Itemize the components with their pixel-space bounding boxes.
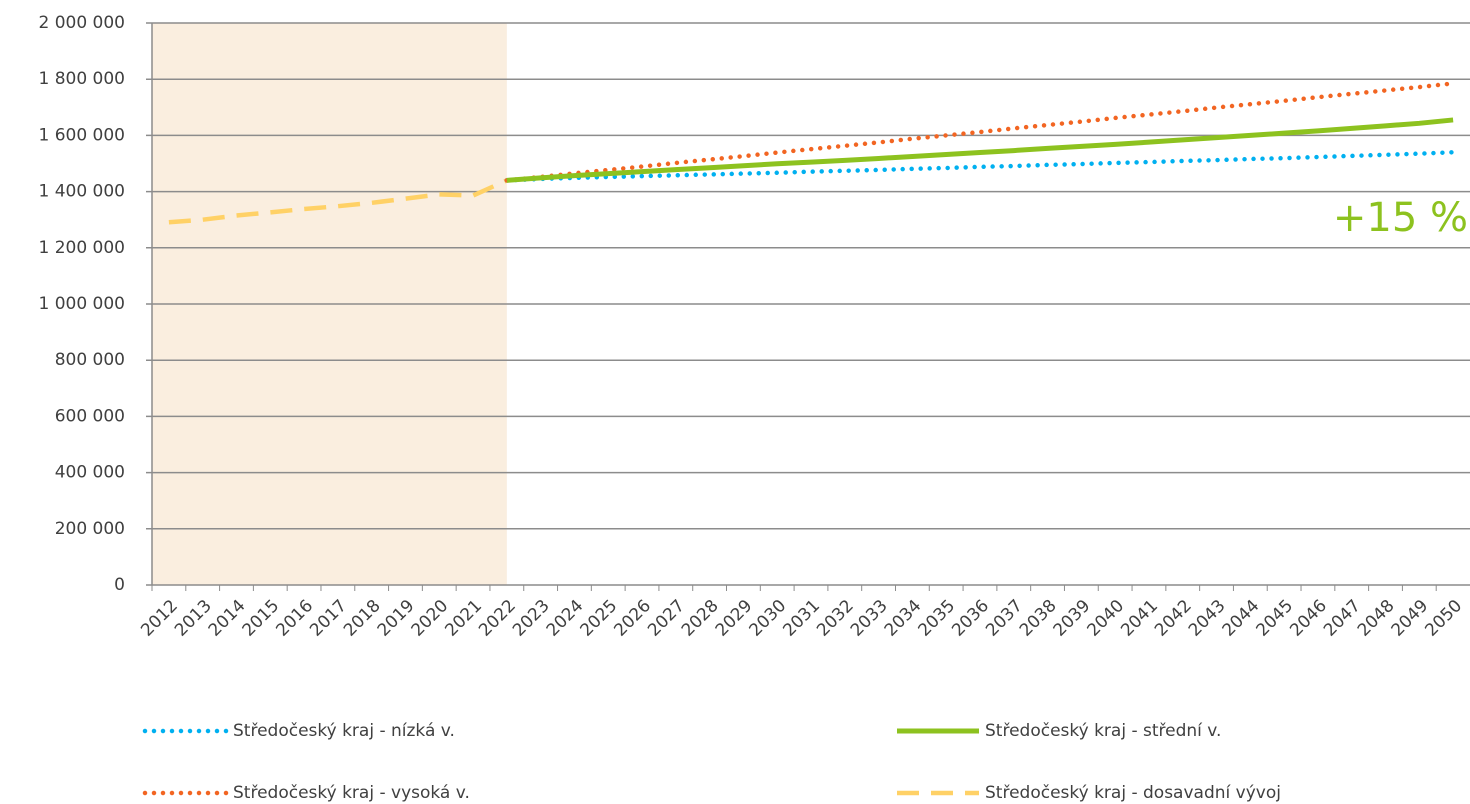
x-tick-label: 2043 [1185, 596, 1230, 641]
x-tick-label: 2044 [1219, 596, 1264, 641]
x-tick-label: 2035 [915, 596, 960, 641]
x-tick-label: 2017 [306, 596, 351, 641]
x-tick-label: 2034 [881, 596, 926, 641]
x-tick-label: 2020 [408, 596, 453, 641]
x-tick-label: 2047 [1320, 596, 1365, 641]
x-tick-label: 2024 [543, 596, 588, 641]
x-tick-label: 2014 [205, 596, 250, 641]
x-tick-label: 2030 [746, 596, 791, 641]
legend-label: Středočeský kraj - vysoká v. [233, 783, 470, 803]
x-tick-label: 2018 [340, 596, 385, 641]
series-line [504, 81, 1456, 183]
x-tick-label: 2041 [1117, 596, 1162, 641]
x-tick-label: 2032 [813, 596, 858, 641]
x-tick-label: 2013 [171, 596, 216, 641]
series-line [506, 117, 1454, 183]
x-tick-label: 2028 [678, 596, 723, 641]
y-tick-label: 200 000 [55, 519, 125, 539]
x-tick-label: 2015 [239, 596, 284, 641]
x-tick-label: 2033 [847, 596, 892, 641]
x-tick-label: 2025 [577, 596, 622, 641]
legend-label: Středočeský kraj - střední v. [985, 721, 1221, 741]
x-tick-label: 2029 [712, 596, 757, 641]
y-tick-label: 1 600 000 [38, 125, 125, 145]
x-tick-label: 2048 [1354, 596, 1399, 641]
x-tick-label: 2050 [1421, 596, 1466, 641]
x-tick-label: 2012 [137, 596, 182, 641]
y-tick-label: 0 [114, 575, 125, 595]
legend-label: Středočeský kraj - dosavadní vývoj [985, 783, 1281, 803]
y-tick-label: 1 800 000 [38, 69, 125, 89]
x-tick-label: 2016 [272, 596, 317, 641]
series-line [168, 178, 508, 225]
x-tick-label: 2019 [374, 596, 419, 641]
y-tick-label: 1 200 000 [38, 238, 125, 258]
x-tick-label: 2042 [1151, 596, 1196, 641]
x-tick-label: 2046 [1286, 596, 1331, 641]
x-tick-label: 2023 [509, 596, 554, 641]
x-tick-label: 2037 [982, 596, 1027, 641]
y-tick-label: 1 400 000 [38, 182, 125, 202]
y-tick-label: 600 000 [55, 406, 125, 426]
y-tick-label: 800 000 [55, 350, 125, 370]
x-tick-label: 2021 [441, 596, 486, 641]
y-tick-label: 1 000 000 [38, 294, 125, 314]
x-tick-label: 2026 [610, 596, 655, 641]
y-tick-label: 2 000 000 [38, 13, 125, 33]
x-tick-label: 2036 [948, 596, 993, 641]
x-tick-label: 2038 [1016, 596, 1061, 641]
x-tick-label: 2022 [475, 596, 520, 641]
y-tick-label: 400 000 [55, 463, 125, 483]
x-tick-label: 2027 [644, 596, 689, 641]
legend-label: Středočeský kraj - nízká v. [233, 721, 455, 741]
x-tick-label: 2039 [1050, 596, 1095, 641]
x-tick-label: 2031 [779, 596, 824, 641]
x-tick-label: 2045 [1252, 596, 1297, 641]
annotation: +15 % [1333, 195, 1468, 241]
x-tick-label: 2049 [1388, 596, 1433, 641]
x-tick-label: 2040 [1083, 596, 1128, 641]
